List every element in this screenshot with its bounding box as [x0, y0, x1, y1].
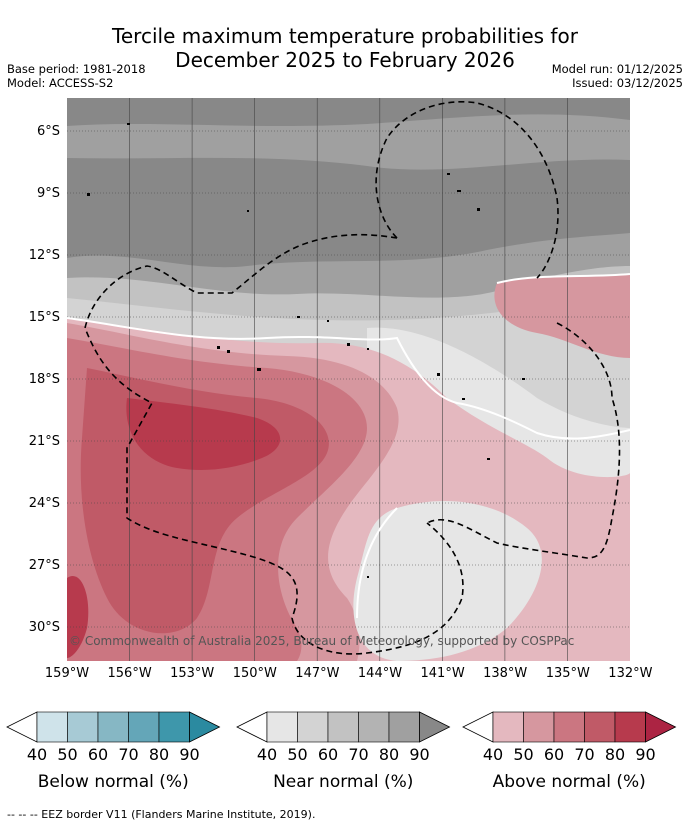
- base-period: Base period: 1981-2018: [7, 62, 146, 76]
- colorbar-lower-extension: [236, 711, 268, 743]
- meta-left: Base period: 1981-2018 Model: ACCESS-S2: [7, 62, 146, 90]
- lat-label: 15°S: [28, 310, 60, 325]
- lat-label: 18°S: [28, 372, 60, 387]
- lon-label: 141°W: [420, 666, 465, 681]
- colorbar-segment: [327, 711, 359, 743]
- colorbar-tick: 50: [57, 745, 78, 764]
- colorbar-1: [236, 711, 451, 743]
- colorbar-upper-extension: [419, 711, 451, 743]
- colorbar-tick: 40: [482, 745, 504, 764]
- model-name: Model: ACCESS-S2: [7, 76, 114, 90]
- colorbar-title: Below normal (%): [37, 772, 189, 792]
- colorbar-upper-extension: [189, 711, 221, 743]
- colorbar-tick: 90: [409, 745, 430, 764]
- lon-label: 156°W: [107, 666, 152, 681]
- colorbar-tick: 40: [26, 745, 48, 764]
- colorbar-segment: [97, 711, 129, 743]
- colorbar-0: [6, 711, 221, 743]
- colorbar-lower-extension: [462, 711, 494, 743]
- model-run: Model run: 01/12/2025: [551, 62, 683, 76]
- eez-borders: [84, 100, 621, 655]
- colorbar-segment: [492, 711, 524, 743]
- lon-label: 138°W: [483, 666, 528, 681]
- lon-label: 144°W: [357, 666, 403, 681]
- colorbar-tick: 60: [87, 745, 109, 764]
- lon-label: 159°W: [44, 666, 90, 681]
- colorbar-tick: 70: [348, 745, 369, 764]
- region-above-normal-east: [494, 274, 630, 358]
- issued-date: Issued: 03/12/2025: [572, 76, 683, 90]
- copyright-notice: © Commonwealth of Australia 2025, Bureau…: [69, 634, 575, 648]
- title-line-2: December 2025 to February 2026: [175, 48, 515, 72]
- colorbar-segment: [297, 711, 329, 743]
- colorbar-tick: 40: [256, 745, 278, 764]
- lon-label: 153°W: [170, 666, 215, 681]
- colorbar-segment: [36, 711, 68, 743]
- colorbar-tick: 80: [148, 745, 170, 764]
- region-above-normal-90: [126, 398, 281, 470]
- colorbar-segment: [523, 711, 555, 743]
- region-near-normal-band-90-north: [67, 114, 630, 170]
- colorbar-segment: [553, 711, 585, 743]
- colorbar-segment: [67, 711, 99, 743]
- lon-label: 135°W: [545, 666, 590, 681]
- lat-label: 21°S: [28, 434, 60, 449]
- colorbar-segment: [128, 711, 160, 743]
- colorbar-segment: [266, 711, 298, 743]
- colorbar-tick: 70: [118, 745, 139, 764]
- contour-line: [67, 273, 630, 619]
- lat-label: 24°S: [28, 496, 60, 511]
- colorbar-tick: 70: [574, 745, 595, 764]
- colorbar-segment: [614, 711, 646, 743]
- grid-lines: [67, 98, 630, 661]
- colorbars: [6, 711, 677, 743]
- colorbar-tick: 50: [513, 745, 534, 764]
- colorbar-segment: [158, 711, 190, 743]
- lat-label: 9°S: [36, 186, 60, 201]
- lon-label: 147°W: [295, 666, 340, 681]
- lon-label: 132°W: [608, 666, 653, 681]
- meta-right: Model run: 01/12/2025 Issued: 03/12/2025: [552, 62, 683, 90]
- colorbar-tick: 80: [604, 745, 626, 764]
- lat-label: 12°S: [28, 248, 60, 263]
- probability-map: [67, 98, 630, 661]
- colorbar-lower-extension: [6, 711, 38, 743]
- lat-label: 27°S: [28, 558, 60, 573]
- title-line-1: Tercile maximum temperature probabilitie…: [112, 24, 578, 48]
- lon-label: 150°W: [232, 666, 277, 681]
- colorbar-tick: 50: [287, 745, 308, 764]
- colorbar-title: Above normal (%): [492, 772, 646, 792]
- colorbar-segment: [358, 711, 390, 743]
- colorbar-tick: 90: [179, 745, 200, 764]
- colorbar-segment: [388, 711, 420, 743]
- colorbar-2: [462, 711, 677, 743]
- colorbar-upper-extension: [645, 711, 677, 743]
- region-above-normal-90-south: [67, 576, 89, 658]
- eez-legend: -- -- -- EEZ border V11 (Flanders Marine…: [7, 808, 316, 821]
- lat-label: 6°S: [36, 124, 60, 139]
- colorbar-tick: 60: [317, 745, 339, 764]
- colorbar-tick: 60: [543, 745, 565, 764]
- colorbar-segment: [584, 711, 616, 743]
- chart-title: Tercile maximum temperature probabilitie…: [0, 24, 690, 72]
- colorbar-tick: 80: [378, 745, 400, 764]
- islands: [87, 123, 525, 578]
- lat-label: 30°S: [28, 620, 60, 635]
- colorbar-tick: 90: [635, 745, 656, 764]
- colorbar-title: Near normal (%): [273, 772, 414, 792]
